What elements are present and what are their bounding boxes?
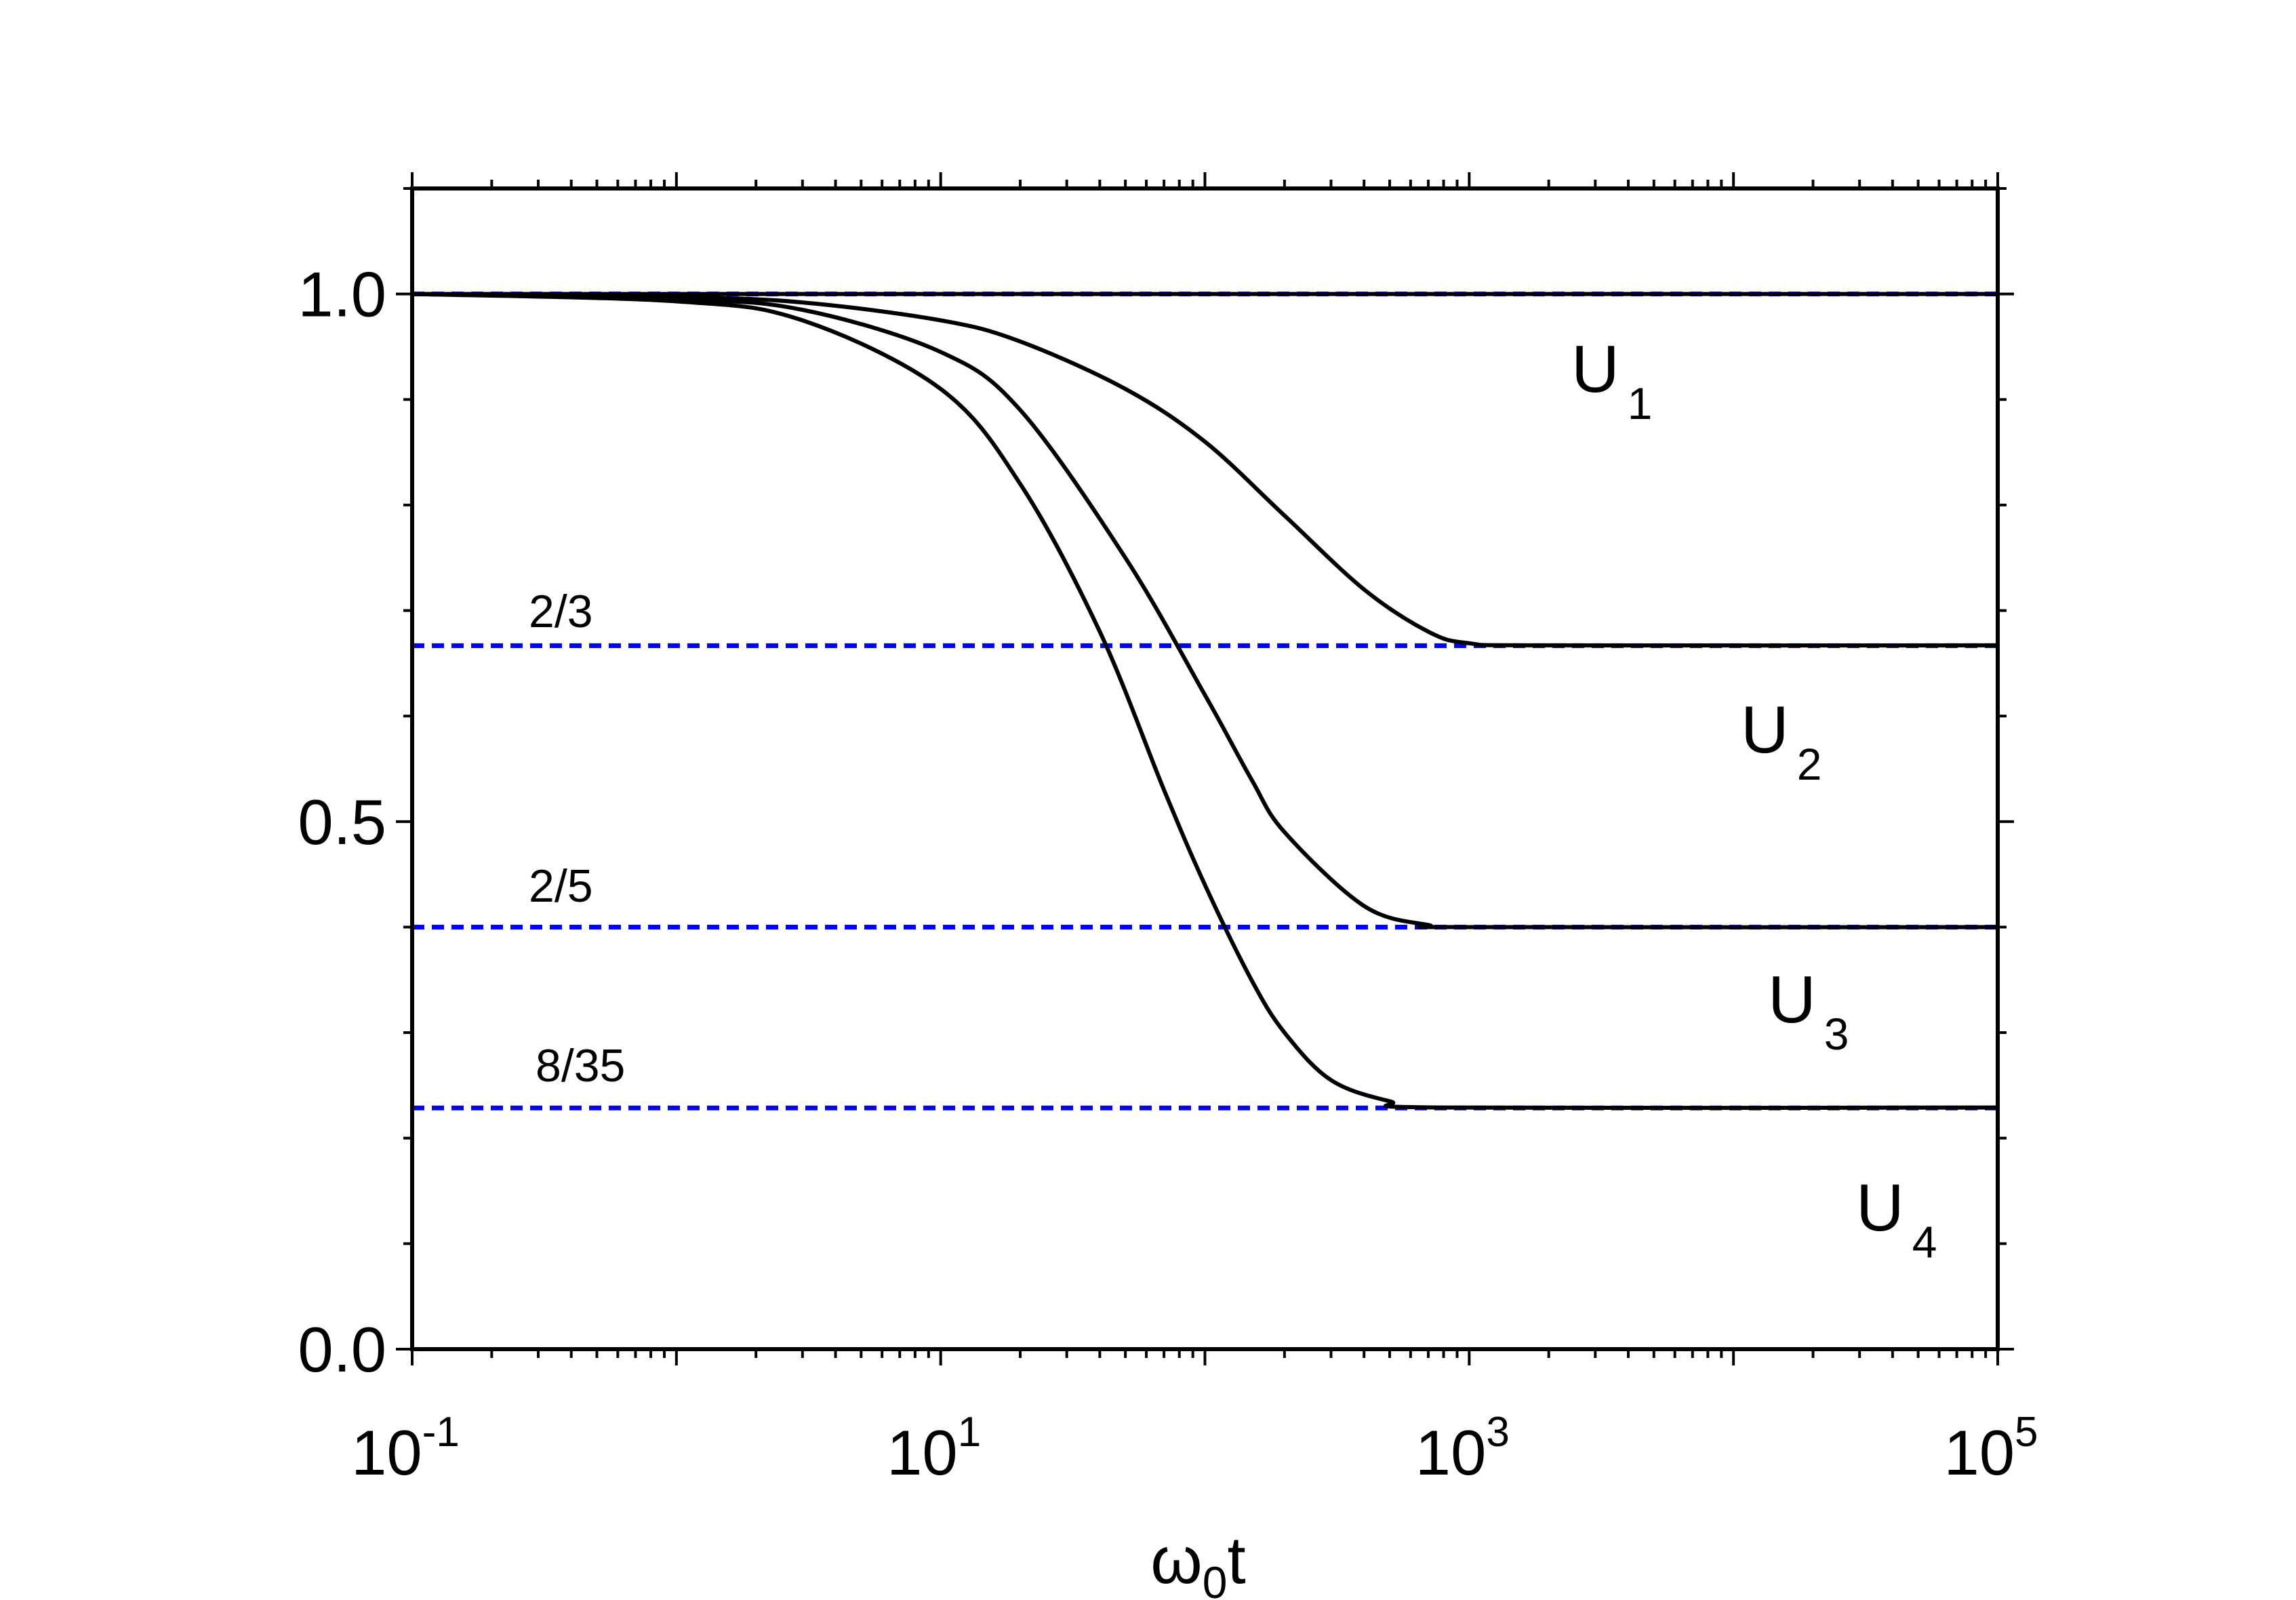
axes [396, 172, 2014, 1365]
series-U4-line [411, 292, 1998, 1111]
reference-label-2: 2/5 [529, 860, 593, 912]
plot-frame [410, 186, 2000, 1351]
series-U3-line [411, 292, 1998, 929]
reference-label-3: 8/35 [536, 1040, 625, 1092]
series-U2-line [411, 292, 1998, 648]
labels: 2/3 2/5 8/35 U 1 U 2 U 3 U 4 10-1 101 103 105 0.0 0.5 1.0 [298, 259, 2038, 1488]
x-tick-label-0: 10-1 [351, 1409, 460, 1488]
y-tick-label-0: 0.0 [298, 1314, 386, 1385]
x-tick-label-3: 105 [1943, 1409, 2038, 1488]
x-axis-label: ω0t [1150, 1523, 1245, 1600]
curves [411, 292, 1998, 1111]
y-tick-label-1: 0.5 [298, 786, 386, 858]
x-tick-label-1: 101 [887, 1409, 981, 1488]
y-tick-label-2: 1.0 [298, 259, 386, 330]
reference-label-1: 2/3 [529, 586, 593, 637]
x-axis-label-sub: 0 [1203, 1557, 1228, 1600]
x-axis-label-tail: t [1228, 1523, 1246, 1597]
x-axis-label-base: ω [1150, 1523, 1203, 1597]
x-tick-label-2: 103 [1415, 1409, 1510, 1488]
